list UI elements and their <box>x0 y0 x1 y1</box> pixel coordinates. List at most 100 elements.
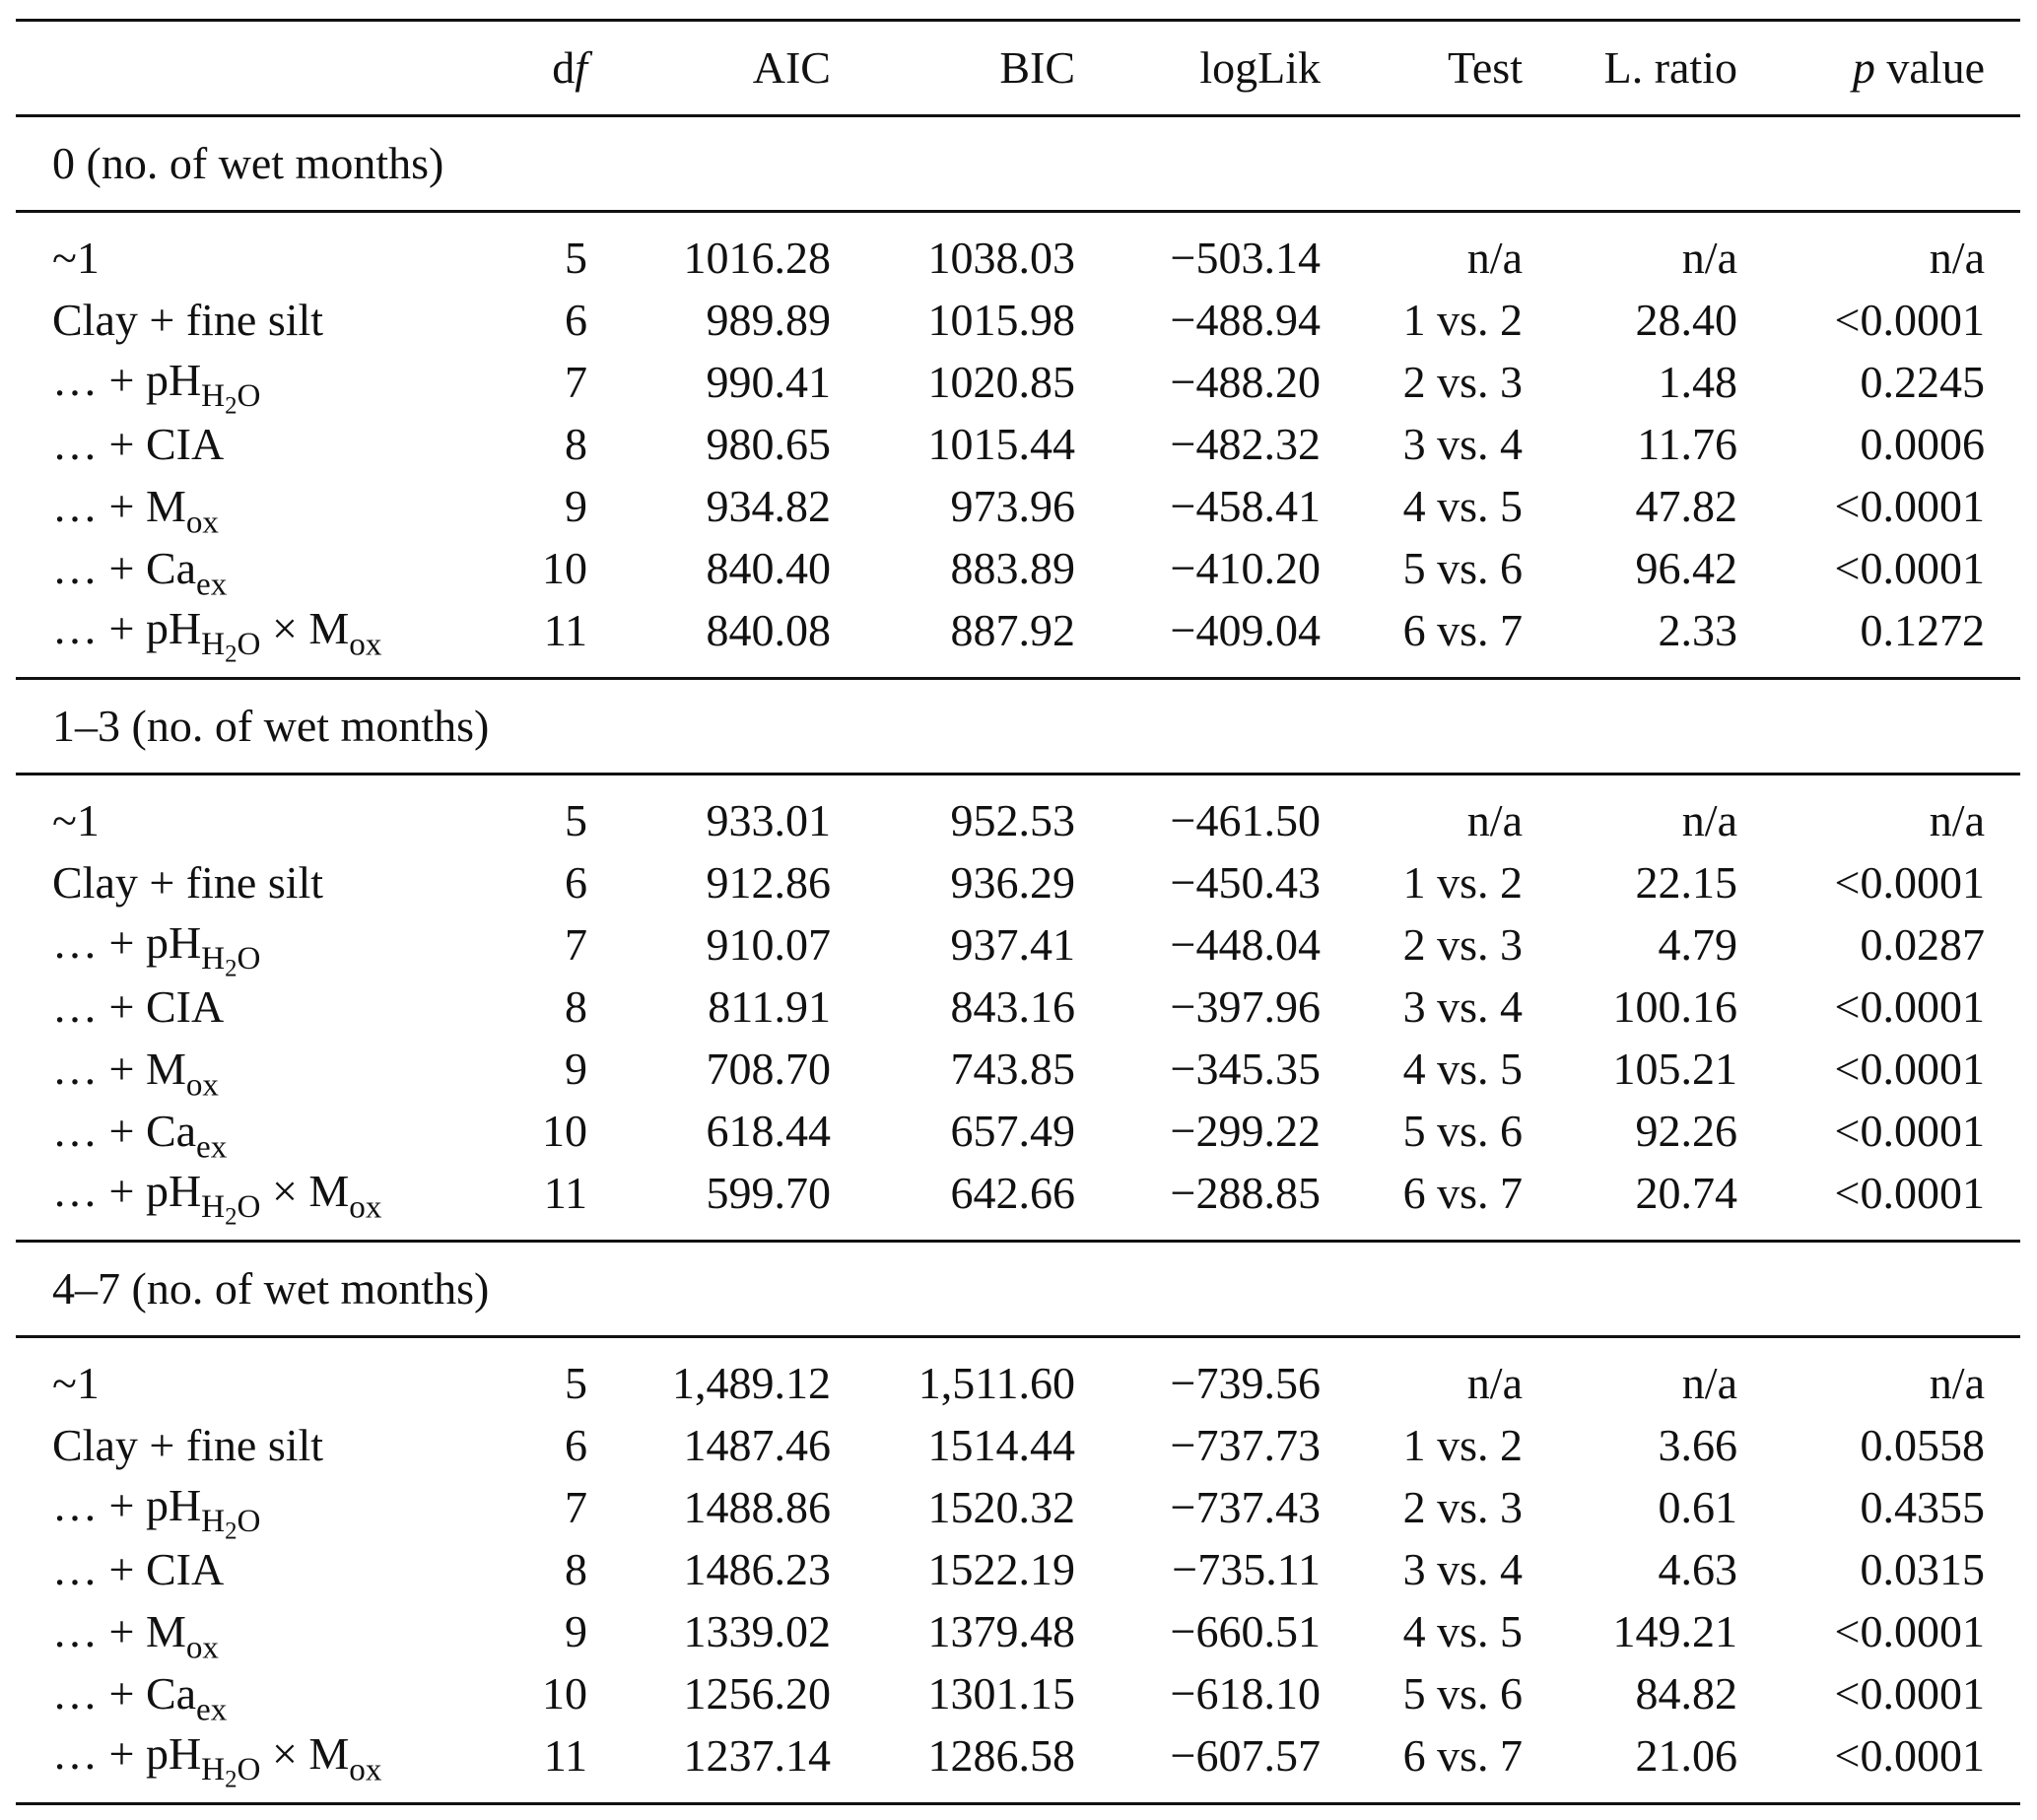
group-label-row: 4–7 (no. of wet months) <box>16 1243 2020 1335</box>
aic-cell: 910.07 <box>706 918 832 970</box>
loglik-cell: −488.20 <box>1170 356 1321 407</box>
lratio-cell: n/a <box>1681 1357 1737 1408</box>
p-cell: n/a <box>1929 1357 1985 1408</box>
test-cell: 1 vs. 2 <box>1402 856 1523 908</box>
p-cell: 0.0315 <box>1860 1543 1986 1594</box>
loglik-cell: −618.10 <box>1170 1667 1321 1719</box>
p-cell: n/a <box>1929 232 1985 283</box>
aic-cell: 1487.46 <box>683 1419 832 1470</box>
df-cell: 8 <box>565 1543 587 1594</box>
test-cell: 6 vs. 7 <box>1402 1167 1523 1218</box>
loglik-cell: −345.35 <box>1170 1043 1321 1094</box>
bic-cell: 1514.44 <box>927 1419 1076 1470</box>
loglik-cell: −461.50 <box>1170 794 1321 845</box>
lratio-cell: 4.79 <box>1658 918 1738 970</box>
table-row: … + Caex 10 1256.20 1301.15 −618.10 5 vs. 6 84… <box>16 1662 2020 1725</box>
df-cell: 10 <box>542 1105 587 1156</box>
model-cell: … + pHH2O × Mox <box>52 602 382 668</box>
model-cell: … + pHH2O × Mox <box>52 1165 382 1231</box>
aic-cell: 1,489.12 <box>672 1357 831 1408</box>
table-row: … + pHH2O 7 1488.86 1520.32 −737.43 2 vs. 3 0.… <box>16 1476 2020 1543</box>
model-cell: … + CIA <box>52 980 225 1032</box>
lratio-cell: 105.21 <box>1612 1043 1738 1094</box>
model-cell: ~1 <box>52 794 100 845</box>
p-cell: n/a <box>1929 794 1985 845</box>
df-cell: 9 <box>565 1043 587 1094</box>
aic-cell: 599.70 <box>706 1167 832 1218</box>
table-row: … + CIA 8 980.65 1015.44 −482.32 3 vs. 4 11.76… <box>16 413 2020 475</box>
table-row: … + Mox 9 934.82 973.96 −458.41 4 vs. 5 47.82 <… <box>16 475 2020 538</box>
df-cell: 10 <box>542 542 587 593</box>
bic-cell: 936.29 <box>950 856 1076 908</box>
lratio-cell: 47.82 <box>1635 480 1738 531</box>
loglik-cell: −410.20 <box>1170 542 1321 593</box>
model-cell: … + CIA <box>52 1543 225 1594</box>
p-cell: <0.0001 <box>1834 1105 1985 1156</box>
loglik-cell: −448.04 <box>1170 918 1321 970</box>
df-cell: 10 <box>542 1667 587 1719</box>
loglik-cell: −739.56 <box>1170 1357 1321 1408</box>
loglik-cell: −450.43 <box>1170 856 1321 908</box>
header-bic: BIC <box>999 42 1075 93</box>
test-cell: 6 vs. 7 <box>1402 604 1523 655</box>
table-row: ~1 5 1,489.12 1,511.60 −739.56 n/a n/a n/a <box>16 1352 2020 1414</box>
bic-cell: 887.92 <box>950 604 1076 655</box>
loglik-cell: −737.73 <box>1170 1419 1321 1470</box>
bic-cell: 1020.85 <box>927 356 1076 407</box>
table-row: … + pHH2O 7 910.07 937.41 −448.04 2 vs. 3 4.79… <box>16 913 2020 982</box>
header-df: df <box>552 42 587 93</box>
aic-cell: 1339.02 <box>683 1605 832 1656</box>
header-aic: AIC <box>752 42 831 93</box>
test-cell: 5 vs. 6 <box>1402 1105 1523 1156</box>
model-cell: … + pHH2O <box>52 354 261 420</box>
model-cell: … + Caex <box>52 542 228 603</box>
p-cell: 0.0287 <box>1860 918 1986 970</box>
loglik-cell: −288.85 <box>1170 1167 1321 1218</box>
aic-cell: 1256.20 <box>683 1667 832 1719</box>
loglik-cell: −737.43 <box>1170 1481 1321 1532</box>
lratio-cell: 20.74 <box>1635 1167 1738 1218</box>
model-cell: Clay + fine silt <box>52 856 324 908</box>
df-cell: 6 <box>565 856 587 908</box>
lratio-cell: 0.61 <box>1658 1481 1738 1532</box>
test-cell: 2 vs. 3 <box>1402 1481 1523 1532</box>
bic-cell: 973.96 <box>950 480 1076 531</box>
bic-cell: 937.41 <box>950 918 1076 970</box>
p-cell: 0.0558 <box>1860 1419 1986 1470</box>
test-cell: 4 vs. 5 <box>1402 1605 1523 1656</box>
bic-cell: 883.89 <box>950 542 1076 593</box>
aic-cell: 1237.14 <box>683 1729 832 1781</box>
table-row: Clay + fine silt 6 912.86 936.29 −450.43 1 vs… <box>16 851 2020 913</box>
lratio-cell: 21.06 <box>1635 1729 1738 1781</box>
p-cell: <0.0001 <box>1834 856 1985 908</box>
test-cell: 3 vs. 4 <box>1402 1543 1523 1594</box>
table-row: Clay + fine silt 6 989.89 1015.98 −488.94 1 v… <box>16 289 2020 351</box>
bic-cell: 1301.15 <box>927 1667 1076 1719</box>
df-cell: 7 <box>565 1481 587 1532</box>
model-comparison-table: df AIC BIC logLik Test L. ratio p value … <box>16 19 2020 1805</box>
table-row: ~1 5 933.01 952.53 −461.50 n/a n/a n/a <box>16 789 2020 851</box>
loglik-cell: −458.41 <box>1170 480 1321 531</box>
loglik-cell: −735.11 <box>1172 1543 1321 1594</box>
header-rule <box>16 114 2020 117</box>
aic-cell: 811.91 <box>708 980 831 1032</box>
p-cell: <0.0001 <box>1834 294 1985 345</box>
group-label: 1–3 (no. of wet months) <box>52 701 490 751</box>
bic-cell: 1038.03 <box>927 232 1076 283</box>
aic-cell: 840.40 <box>706 542 832 593</box>
loglik-cell: −607.57 <box>1170 1729 1321 1781</box>
lratio-cell: 4.63 <box>1658 1543 1738 1594</box>
model-cell: … + pHH2O <box>52 916 261 982</box>
model-cell: ~1 <box>52 232 100 283</box>
aic-cell: 934.82 <box>706 480 832 531</box>
p-cell: 0.2245 <box>1860 356 1986 407</box>
aic-cell: 1016.28 <box>683 232 832 283</box>
df-cell: 11 <box>543 604 587 655</box>
table-row: … + Mox 9 1339.02 1379.48 −660.51 4 vs. 5 149.… <box>16 1600 2020 1663</box>
aic-cell: 990.41 <box>706 356 832 407</box>
group-body: ~1 5 1016.28 1038.03 −503.14 n/a n/a n/a Clay + … <box>16 213 2020 677</box>
p-cell: <0.0001 <box>1834 1729 1985 1781</box>
table-row: … + pHH2O × Mox 11 1237.14 1286.58 −607.57 6 … <box>16 1724 2020 1791</box>
loglik-cell: −397.96 <box>1170 980 1321 1032</box>
p-cell: <0.0001 <box>1834 980 1985 1032</box>
